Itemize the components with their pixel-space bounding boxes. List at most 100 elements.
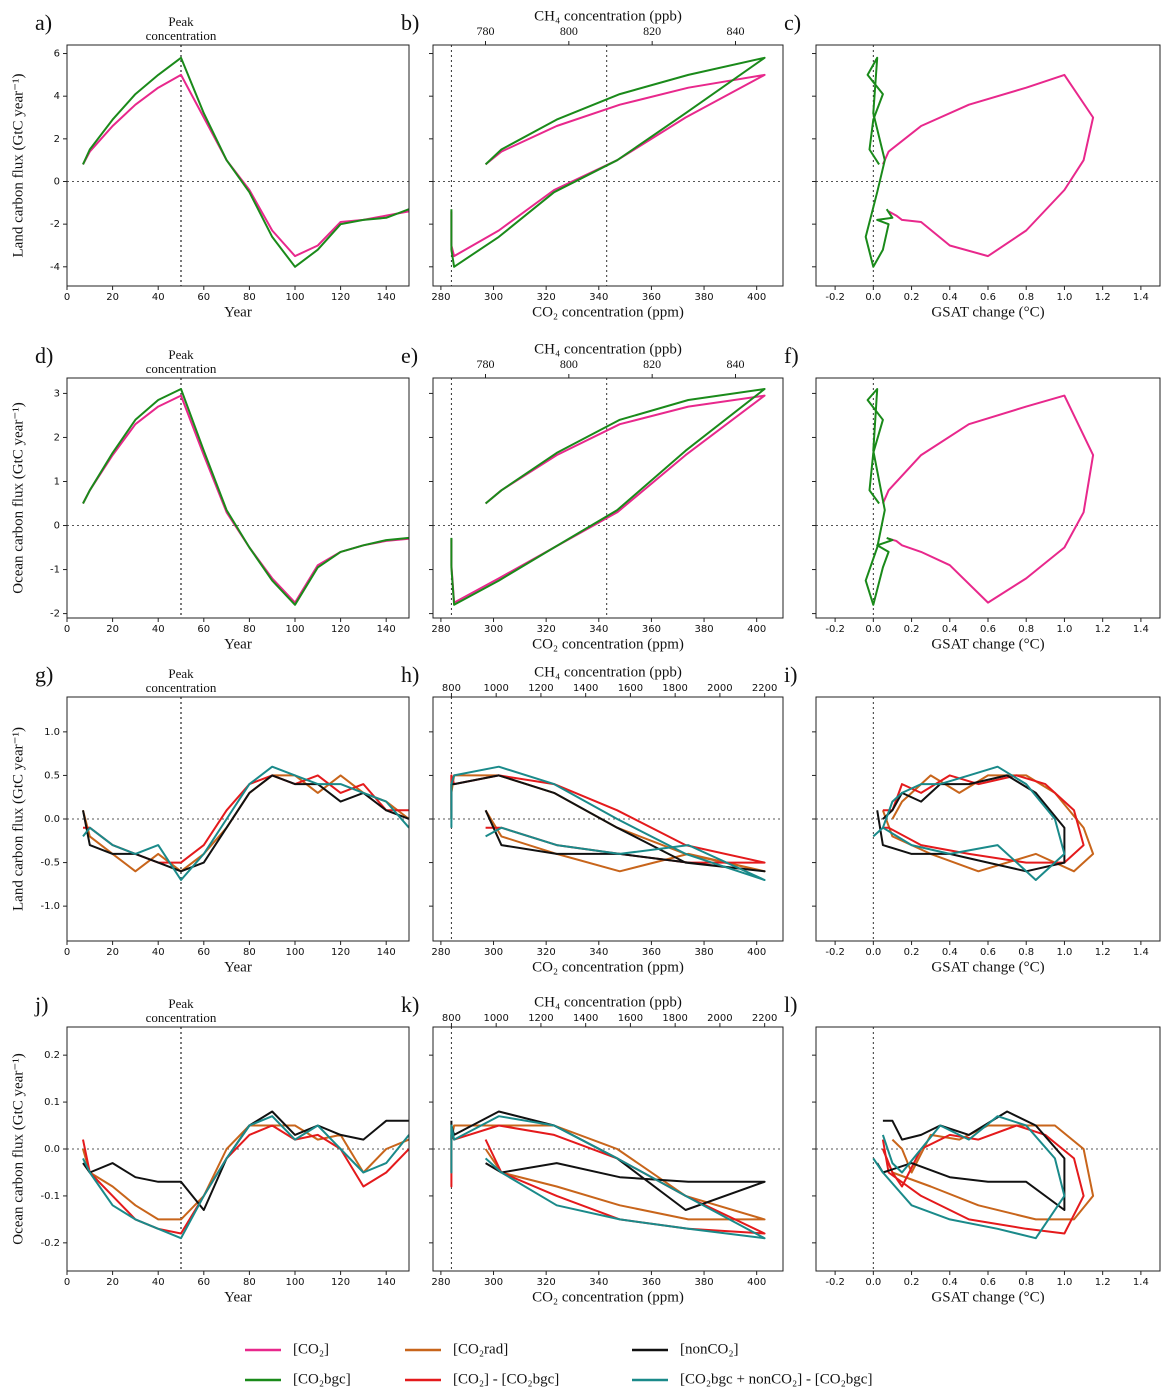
x-tick-label: 0.4: [942, 947, 958, 958]
annotation: concentration: [146, 28, 217, 43]
panel: g) 0 20 40 60 80 100 120 140 -1.0 -0.5 0.0 0.5 1.0 Pea…: [10, 662, 410, 975]
x-tick-label: 0.8: [1018, 624, 1034, 635]
x2-tick-label: 1000: [483, 683, 508, 694]
y-tick-label: -0.2: [40, 1238, 60, 1249]
y-tick-label: 0.0: [44, 1144, 60, 1155]
x2-tick-label: 1800: [662, 683, 687, 694]
x-tick-label: 60: [197, 1277, 210, 1288]
x-tick-label: 0.0: [865, 947, 881, 958]
x-tick-label: 120: [331, 624, 350, 635]
series-line: [450, 1115, 766, 1240]
y-axis-label: Ocean carbon flux (GtC year⁻¹): [10, 402, 26, 594]
x-tick-label: 340: [589, 1277, 608, 1288]
series-line: [872, 765, 1066, 881]
panel-label: b): [401, 10, 419, 35]
x-tick-label: 300: [484, 1277, 503, 1288]
x-tick-label: 360: [642, 292, 661, 303]
x-tick-label: 20: [106, 1277, 119, 1288]
x2-tick-label: 840: [727, 24, 745, 38]
x-tick-label: -0.2: [825, 624, 845, 635]
x-tick-label: 380: [695, 1277, 714, 1288]
y-tick-label: 1: [54, 476, 60, 487]
plot-frame: [66, 1026, 410, 1272]
x-tick-label: 400: [747, 947, 766, 958]
x-tick-label: 340: [589, 292, 608, 303]
plot-frame: [66, 44, 410, 287]
panel-label: g): [35, 662, 53, 687]
x-tick-label: 280: [431, 292, 450, 303]
series-line: [82, 1115, 409, 1240]
x-tick-label: 80: [243, 1277, 256, 1288]
legend-label: [CO₂bgc + nonCO₂] - [CO₂bgc]: [680, 1371, 872, 1387]
x-tick-label: 140: [377, 624, 396, 635]
x-tick-label: 1.2: [1095, 624, 1111, 635]
x-tick-label: 0: [64, 1277, 70, 1288]
x-tick-label: 0.6: [980, 947, 996, 958]
x-tick-label: 380: [695, 292, 714, 303]
x-axis-label: GSAT change (°C): [931, 1289, 1044, 1305]
legend-label: [CO₂] - [CO₂bgc]: [453, 1371, 559, 1387]
x-axis-label: GSAT change (°C): [931, 636, 1044, 652]
x2-tick-label: 1000: [483, 1013, 508, 1024]
x-tick-label: 400: [747, 1277, 766, 1288]
panel-label: a): [35, 10, 52, 35]
x2-tick-label: 800: [560, 357, 578, 371]
x-tick-label: 1.4: [1133, 624, 1149, 635]
y-tick-label: 1.0: [44, 727, 60, 738]
x-tick-label: 1.2: [1095, 947, 1111, 958]
panel: h) 280 300 320 340 360 380 400 800 1000 1200 1400 16…: [401, 662, 784, 975]
panel: f) -0.2 0.0 0.2 0.4 0.6 0.8 1.0 1.2 1.4 GSAT chang…: [784, 343, 1161, 652]
y-tick-label: -1.0: [40, 901, 60, 912]
y-tick-label: -2: [50, 219, 60, 230]
x-tick-label: 140: [377, 947, 396, 958]
x-tick-label: 80: [243, 947, 256, 958]
x-tick-label: 360: [642, 624, 661, 635]
annotation: concentration: [146, 361, 217, 376]
y-axis-label: Ocean carbon flux (GtC year⁻¹): [10, 1053, 26, 1245]
x2-tick-label: 820: [643, 357, 661, 371]
series-line: [82, 1124, 409, 1221]
series-line: [864, 388, 894, 606]
panel: j) 0 20 40 60 80 100 120 140 -0.2 -0.1 0.0 0.1 0.2 Pea…: [10, 992, 410, 1305]
y-tick-label: -0.1: [40, 1191, 60, 1202]
y-tick-label: -4: [50, 262, 60, 273]
x2-tick-label: 780: [477, 357, 495, 371]
x-tick-label: 100: [285, 1277, 304, 1288]
series-line: [82, 73, 409, 258]
x2-tick-label: 1200: [528, 1013, 553, 1024]
x-tick-label: 1.4: [1133, 292, 1149, 303]
x-tick-label: 360: [642, 947, 661, 958]
panel: i) -0.2 0.0 0.2 0.4 0.6 0.8 1.0 1.2 1.4 GSAT chang…: [784, 662, 1161, 975]
x-tick-label: 0.6: [980, 1277, 996, 1288]
plot-frame: [66, 377, 410, 619]
x2-axis-label: CH₄ concentration (ppb): [534, 8, 682, 24]
x-tick-label: 0.8: [1018, 292, 1034, 303]
x-tick-label: -0.2: [825, 947, 845, 958]
x-tick-label: 1.0: [1056, 624, 1072, 635]
y-axis-label: Land carbon flux (GtC year⁻¹): [10, 727, 26, 911]
x-tick-label: 300: [484, 624, 503, 635]
x2-tick-label: 800: [442, 683, 461, 694]
x-tick-label: 280: [431, 624, 450, 635]
x-tick-label: 340: [589, 947, 608, 958]
x-tick-label: 0: [64, 624, 70, 635]
x-tick-label: 320: [537, 947, 556, 958]
x2-tick-label: 2200: [752, 1013, 777, 1024]
x-axis-label: GSAT change (°C): [931, 304, 1044, 320]
x-axis-label: GSAT change (°C): [931, 959, 1044, 975]
x-tick-label: 80: [243, 292, 256, 303]
x-tick-label: 400: [747, 624, 766, 635]
x-tick-label: 0.8: [1018, 947, 1034, 958]
x-tick-label: 120: [331, 947, 350, 958]
x-tick-label: 1.4: [1133, 947, 1149, 958]
panel: k) 280 300 320 340 360 380 400 800 1000 1200 1400 16…: [401, 992, 784, 1305]
x-axis-label: CO₂ concentration (ppm): [532, 304, 684, 320]
x-tick-label: 320: [537, 292, 556, 303]
y-tick-label: 2: [54, 134, 60, 145]
x-axis-label: CO₂ concentration (ppm): [532, 636, 684, 652]
y-tick-label: 0: [54, 521, 60, 532]
x2-tick-label: 780: [477, 24, 495, 38]
panel: c) -0.2 0.0 0.2 0.4 0.6 0.8 1.0 1.2 1.4 GSAT chang…: [784, 10, 1161, 320]
x-tick-label: 0.2: [904, 624, 920, 635]
panel: l) -0.2 0.0 0.2 0.4 0.6 0.8 1.0 1.2 1.4 GSAT chang…: [784, 992, 1161, 1305]
